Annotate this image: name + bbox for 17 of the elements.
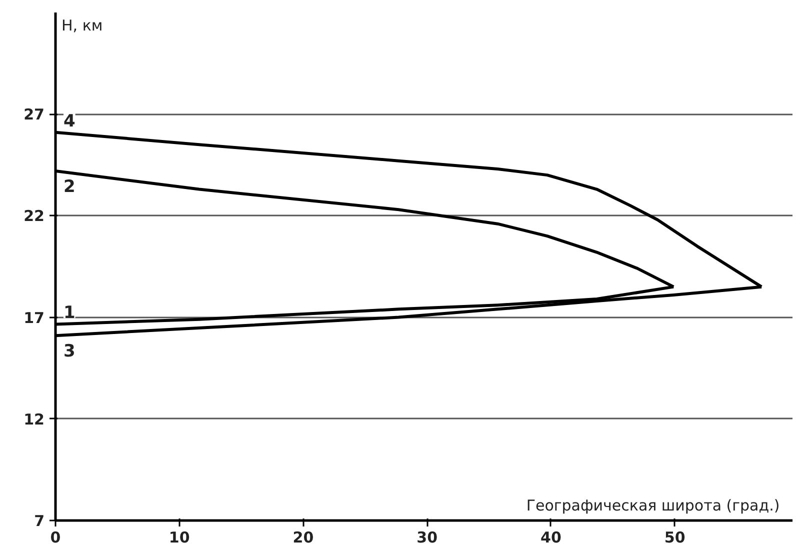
- x-tick-label: 40: [540, 528, 562, 546]
- series-label: 1: [64, 303, 76, 324]
- x-tick-label: 0: [50, 528, 61, 546]
- x-axis-title: Географическая широта (град.): [526, 496, 780, 514]
- x-tick-label: 30: [416, 528, 438, 546]
- x-tick-label: 50: [664, 528, 686, 546]
- x-tick-label: 20: [292, 528, 314, 546]
- x-tick-label: 10: [168, 528, 190, 546]
- y-tick-label: 27: [24, 106, 44, 124]
- y-axis-title: H, км: [62, 16, 103, 34]
- y-tick-label: 12: [24, 410, 44, 428]
- series-label: 4: [64, 111, 76, 132]
- y-tick-label: 17: [24, 308, 44, 327]
- series-label: 3: [64, 342, 76, 362]
- series-label: 2: [64, 176, 76, 197]
- y-tick-label: 22: [24, 207, 44, 226]
- y-tick-label: 7: [34, 512, 44, 530]
